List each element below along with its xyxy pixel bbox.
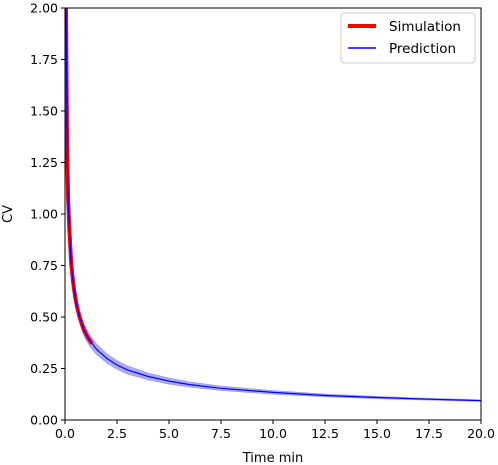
legend-prediction-label: Prediction [389, 41, 456, 57]
legend-simulation-label: Simulation [389, 19, 461, 35]
x-tick-label: 17.5 [415, 426, 443, 441]
prediction-line [65, 8, 481, 402]
x-axis-label: Time min [242, 451, 303, 465]
x-tick-label: 7.5 [211, 426, 231, 441]
x-tick-label: 2.5 [107, 426, 127, 441]
y-tick-label: 1.00 [30, 207, 58, 222]
y-tick-label: 1.50 [30, 104, 58, 119]
y-tick-label: 0.50 [30, 310, 58, 325]
y-tick-label: 2.00 [30, 1, 58, 16]
legend: Simulation Prediction [340, 12, 476, 64]
y-axis: 0.00 0.25 0.50 0.75 1.00 1.25 1.50 1.75 2.00 [30, 1, 65, 428]
y-axis-label: CV [1, 205, 16, 223]
y-tick-label: 0.00 [30, 413, 58, 428]
y-tick-label: 1.25 [30, 155, 58, 170]
x-tick-label: 15.0 [363, 426, 391, 441]
y-tick-label: 1.75 [30, 52, 58, 67]
y-tick-label: 0.25 [30, 361, 58, 376]
x-tick-label: 12.5 [311, 426, 339, 441]
plot-area [65, 8, 481, 402]
x-tick-label: 20.0 [467, 426, 495, 441]
x-tick-label: 10.0 [259, 426, 287, 441]
x-axis: 0.0 2.5 5.0 7.5 10.0 12.5 15.0 17.5 20.0 [55, 420, 495, 441]
x-tick-label: 5.0 [159, 426, 179, 441]
x-tick-label: 0.0 [55, 426, 75, 441]
y-tick-label: 0.75 [30, 258, 58, 273]
